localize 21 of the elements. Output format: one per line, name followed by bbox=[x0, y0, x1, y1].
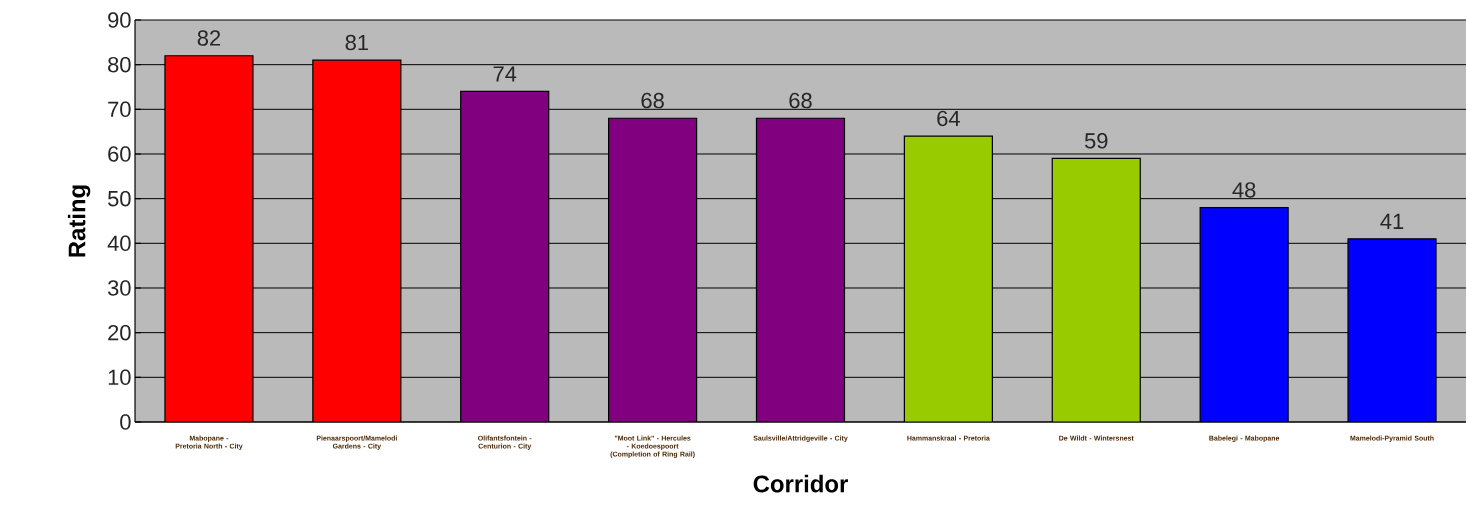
y-tick-label: 90 bbox=[108, 12, 131, 28]
y-tick-label: 80 bbox=[108, 56, 131, 73]
data-label: 74 bbox=[493, 66, 517, 82]
data-label: 68 bbox=[641, 92, 664, 109]
y-tick-label: 40 bbox=[107, 235, 131, 252]
data-label: 82 bbox=[197, 30, 221, 46]
data-label: 41 bbox=[1380, 213, 1404, 229]
data-label: 68 bbox=[789, 92, 812, 109]
y-tick-label: 60 bbox=[108, 146, 131, 162]
y-tick-label: 20 bbox=[108, 324, 131, 341]
data-label: 64 bbox=[937, 110, 960, 127]
y-tick-label: 70 bbox=[108, 101, 131, 118]
data-label: 48 bbox=[1232, 182, 1256, 198]
y-tick-label: 10 bbox=[108, 369, 131, 386]
y-tick-label: 30 bbox=[107, 280, 131, 296]
x-axis-title: Corridor bbox=[753, 474, 848, 493]
y-axis-title: Rating bbox=[67, 185, 91, 257]
y-tick-label: 50 bbox=[107, 190, 131, 207]
data-label: 81 bbox=[345, 34, 368, 51]
data-label: 59 bbox=[1084, 133, 1108, 149]
y-tick-label: 0 bbox=[120, 414, 131, 430]
